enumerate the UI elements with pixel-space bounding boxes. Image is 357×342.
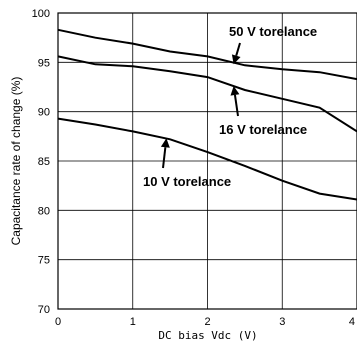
- x-tick-label: 1: [130, 316, 136, 328]
- y-tick-label: 90: [38, 107, 50, 119]
- plot-frame: [57, 12, 357, 310]
- y-tick-label: 85: [38, 156, 50, 168]
- annotation-arrowhead: [230, 86, 240, 96]
- annotation-arrowhead: [231, 54, 241, 65]
- y-tick-labels: 70 75 80 85 90 95 100: [32, 8, 50, 316]
- annotation-label: 50 V torelance: [229, 24, 317, 39]
- y-tick-label: 100: [32, 8, 50, 20]
- annotation-label: 16 V torelance: [219, 122, 307, 137]
- y-tick-label: 80: [38, 205, 50, 217]
- series-annotations: 50 V torelance 16 V torelance 10 V torelan…: [143, 24, 317, 189]
- y-axis-label: Capacitance rate of change (%): [9, 77, 23, 246]
- annotation-arrow: [235, 42, 241, 56]
- x-tick-label: 3: [279, 316, 285, 328]
- x-tick-label: 4: [349, 316, 355, 328]
- x-tick-labels: 0 1 2 3 4: [55, 316, 355, 328]
- series-line-2: [57, 117, 357, 201]
- y-tick-label: 75: [38, 255, 50, 267]
- x-tick-label: 0: [55, 316, 61, 328]
- x-tick-label: 2: [204, 316, 210, 328]
- y-tick-label: 70: [38, 304, 50, 316]
- annotation-arrow: [162, 147, 167, 169]
- series-line-1: [57, 55, 357, 133]
- y-tick-label: 95: [38, 57, 50, 69]
- x-axis-label: DC bias Vdc (V): [158, 329, 257, 342]
- annotation-label: 10 V torelance: [143, 174, 231, 189]
- series-lines: [57, 28, 357, 201]
- annotation-arrowhead: [160, 138, 170, 148]
- series-line-0: [57, 28, 357, 81]
- annotation-arrow: [233, 94, 239, 117]
